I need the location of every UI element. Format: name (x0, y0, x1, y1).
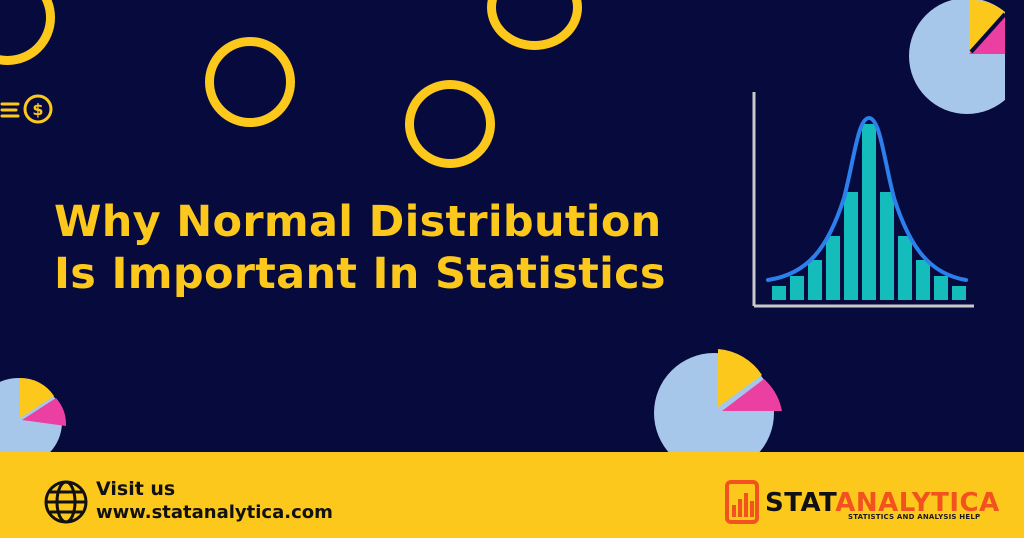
ring-decoration (487, 0, 582, 50)
svg-text:$: $ (32, 100, 43, 119)
brand-tagline: STATISTICS AND ANALYSIS HELP (848, 513, 981, 521)
bell-curve (766, 115, 968, 282)
pie-chart-decoration (909, 0, 1005, 114)
statanalytica-logo-icon (725, 480, 759, 524)
histogram-bar (790, 276, 804, 300)
histogram-bar (934, 276, 948, 300)
footer-bar (0, 452, 1024, 538)
ring-decoration (205, 37, 295, 127)
visit-label: Visit us (96, 478, 176, 500)
histogram-bar (808, 260, 822, 300)
title-line: Why Normal Distribution (54, 197, 662, 247)
brand-name-part: ANALYTICA (835, 488, 1000, 518)
website-link[interactable]: www.statanalytica.com (96, 502, 333, 523)
brand-name: STATANALYTICA (765, 488, 1000, 518)
histogram-bar (862, 124, 876, 300)
page-title: Why Normal Distribution Is Important In … (54, 196, 734, 300)
histogram-bar (826, 236, 840, 300)
pie-chart-decoration (654, 349, 782, 455)
histogram-bar (916, 260, 930, 300)
coin-icon: $ (0, 94, 53, 124)
histogram-bar (880, 192, 894, 300)
histogram-bar (952, 286, 966, 300)
ring-decoration (0, 0, 55, 65)
histogram-bar (844, 192, 858, 300)
pie-chart-decoration (0, 377, 67, 452)
title-line: Is Important In Statistics (54, 249, 666, 299)
ring-decoration (405, 80, 495, 168)
brand-name-part: STAT (765, 488, 836, 518)
histogram-bar (898, 236, 912, 300)
globe-icon (44, 480, 88, 524)
normal-distribution-illustration (752, 92, 974, 308)
histogram-bar (772, 286, 786, 300)
